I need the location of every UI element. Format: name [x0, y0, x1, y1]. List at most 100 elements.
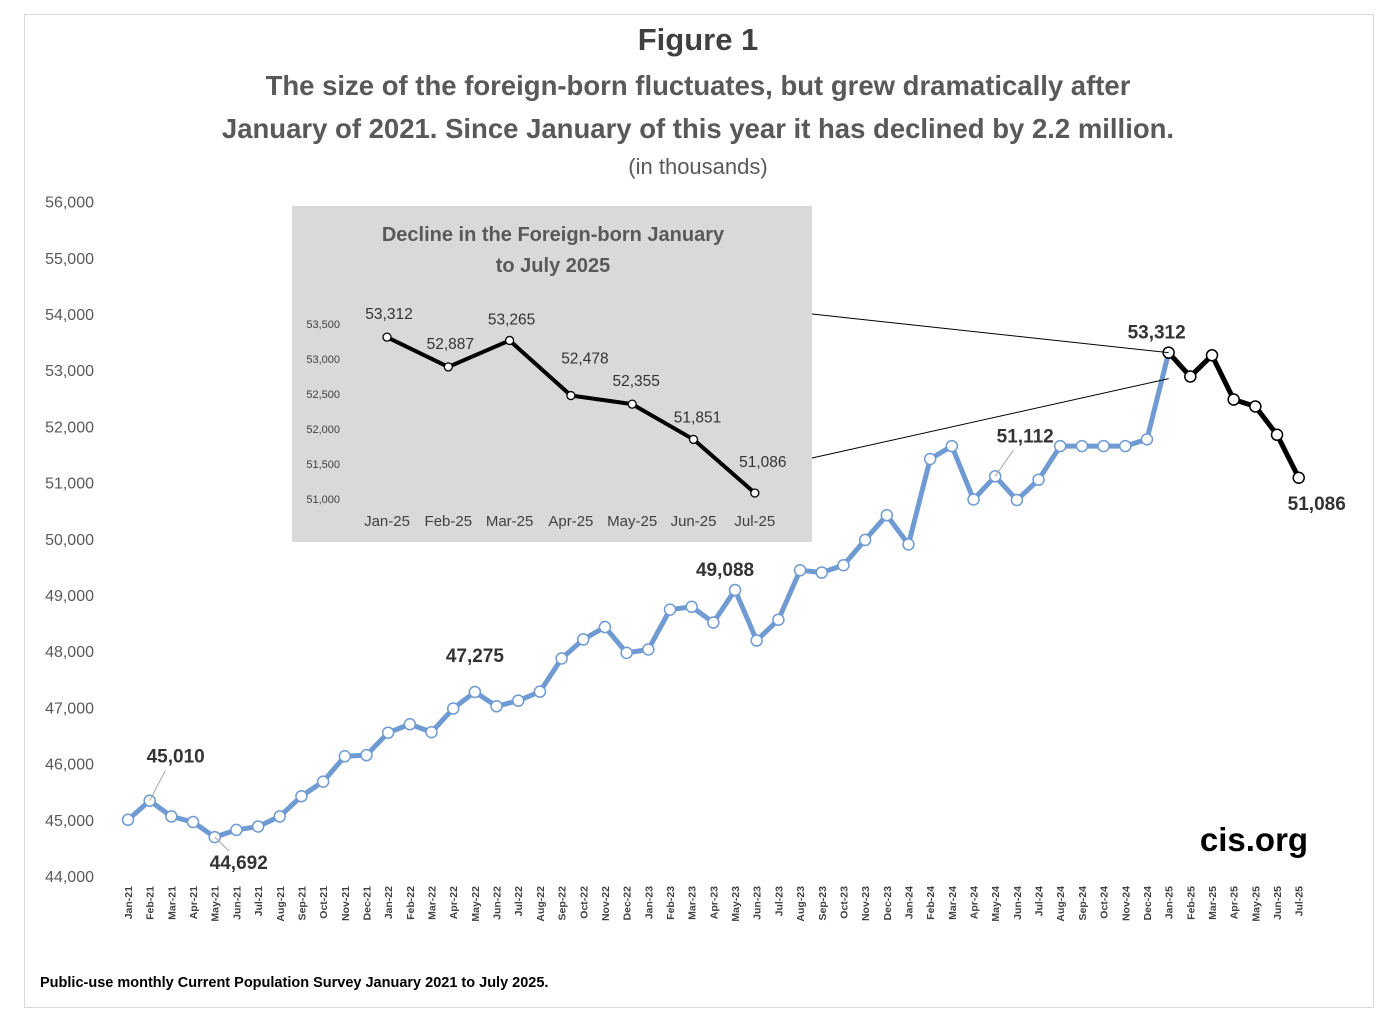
- data-label: 49,088: [696, 560, 754, 581]
- data-point: [1292, 471, 1305, 485]
- data-point: [446, 702, 460, 715]
- data-point: [1075, 439, 1089, 453]
- brand-logo-text: cis.org: [1200, 821, 1308, 858]
- y-tick-label: 50,000: [45, 532, 94, 549]
- inset-data-label: 51,086: [739, 454, 786, 471]
- data-point: [555, 652, 568, 665]
- inset-title-line1: Decline in the Foreign-born January: [382, 224, 725, 246]
- figure-title: Figure 1: [637, 22, 759, 57]
- inset-data-point: [504, 335, 515, 346]
- x-tick-label: May-21: [210, 886, 222, 922]
- x-tick-label: Apr-24: [969, 886, 981, 919]
- x-tick-label: Aug-23: [795, 886, 807, 922]
- x-tick-label: Nov-23: [860, 886, 872, 921]
- inset-connector-line: [811, 378, 1169, 459]
- x-tick-label: Mar-23: [687, 886, 699, 920]
- x-tick-label: Aug-22: [535, 886, 547, 922]
- data-point: [316, 775, 330, 788]
- x-tick-label: Dec-22: [622, 886, 634, 921]
- data-point: [1205, 349, 1219, 362]
- inset-y-tick-label: 51,000: [306, 494, 340, 506]
- data-label: 51,112: [997, 426, 1054, 447]
- x-tick-label: Mar-25: [1207, 886, 1219, 920]
- x-tick-label: May-25: [1250, 886, 1262, 922]
- data-point: [577, 633, 590, 646]
- data-point: [685, 600, 698, 614]
- data-point: [858, 533, 872, 547]
- x-tick-label: Jan-23: [643, 886, 655, 919]
- data-label: 53,312: [1128, 323, 1186, 344]
- data-point: [490, 700, 503, 713]
- x-tick-label: Jan-25: [1164, 886, 1176, 919]
- x-tick-label: Apr-25: [1229, 886, 1241, 919]
- data-point: [967, 493, 980, 506]
- data-point: [1053, 439, 1067, 453]
- y-tick-label: 56,000: [45, 195, 94, 212]
- x-tick-label: Dec-24: [1142, 886, 1154, 921]
- x-tick-label: Sep-23: [817, 886, 829, 921]
- data-point: [1227, 393, 1240, 406]
- data-point: [1119, 439, 1132, 453]
- x-tick-label: Jul-23: [773, 886, 785, 917]
- data-point: [511, 694, 525, 707]
- y-tick-label: 48,000: [45, 644, 94, 661]
- x-tick-label: Feb-22: [405, 886, 417, 920]
- inset-connector-line: [811, 313, 1169, 354]
- x-tick-label: Aug-21: [275, 886, 287, 922]
- y-tick-label: 54,000: [45, 307, 94, 324]
- data-point: [338, 750, 352, 763]
- x-tick-label: Jan-24: [903, 886, 915, 919]
- x-tick-label: Apr-21: [188, 886, 200, 919]
- data-point: [642, 643, 655, 656]
- inset-data-label: 53,265: [488, 311, 535, 328]
- inset-data-label: 53,312: [365, 306, 412, 323]
- data-point: [186, 815, 200, 829]
- x-tick-label: Jul-21: [253, 886, 265, 917]
- data-point: [620, 646, 633, 660]
- inset-data-point: [627, 399, 637, 409]
- x-tick-label: Sep-24: [1077, 886, 1089, 921]
- data-point: [945, 439, 959, 453]
- inset-data-label: 52,478: [561, 351, 608, 368]
- data-point: [468, 685, 482, 699]
- x-tick-label: Feb-24: [925, 886, 937, 920]
- x-tick-label: Jul-24: [1034, 886, 1046, 917]
- x-tick-label: Dec-23: [882, 886, 894, 921]
- data-point: [273, 810, 287, 823]
- x-tick-label: May-24: [990, 886, 1002, 922]
- inset-data-point: [382, 332, 392, 342]
- data-label: 44,692: [210, 853, 268, 874]
- data-point: [1097, 439, 1110, 453]
- x-tick-label: Sep-21: [296, 886, 308, 921]
- data-point: [230, 823, 243, 837]
- x-tick-label: Jan-22: [383, 886, 395, 919]
- data-point: [750, 634, 763, 647]
- data-point: [1140, 433, 1154, 446]
- data-point: [251, 820, 265, 833]
- figure-subtitle-line1: The size of the foreign-born fluctuates,…: [265, 70, 1131, 101]
- x-tick-label: Apr-23: [708, 886, 720, 919]
- inset-y-tick-label: 51,500: [306, 459, 340, 471]
- data-point: [165, 810, 178, 823]
- x-tick-label: Mar-24: [947, 886, 959, 920]
- y-tick-label: 51,000: [45, 476, 94, 493]
- data-label-leader: [994, 450, 1014, 477]
- x-tick-label: Oct-21: [318, 886, 330, 919]
- data-point: [381, 726, 395, 739]
- inset-x-tick-label: May-25: [607, 513, 657, 530]
- y-tick-label: 47,000: [45, 700, 94, 717]
- data-point: [121, 813, 135, 827]
- x-tick-label: Jun-24: [1012, 886, 1024, 920]
- data-point: [815, 566, 829, 579]
- x-tick-label: Sep-22: [557, 886, 569, 921]
- x-tick-label: May-22: [470, 886, 482, 922]
- data-point: [598, 620, 612, 634]
- x-tick-label: Mar-22: [427, 886, 439, 920]
- inset-y-tick-label: 52,500: [306, 389, 340, 401]
- inset-x-tick-label: Jan-25: [364, 513, 410, 530]
- x-tick-label: Dec-21: [361, 886, 373, 921]
- inset-x-tick-label: Feb-25: [425, 513, 473, 530]
- inset-data-label: 52,355: [612, 373, 659, 390]
- inset-data-label: 52,887: [427, 336, 474, 353]
